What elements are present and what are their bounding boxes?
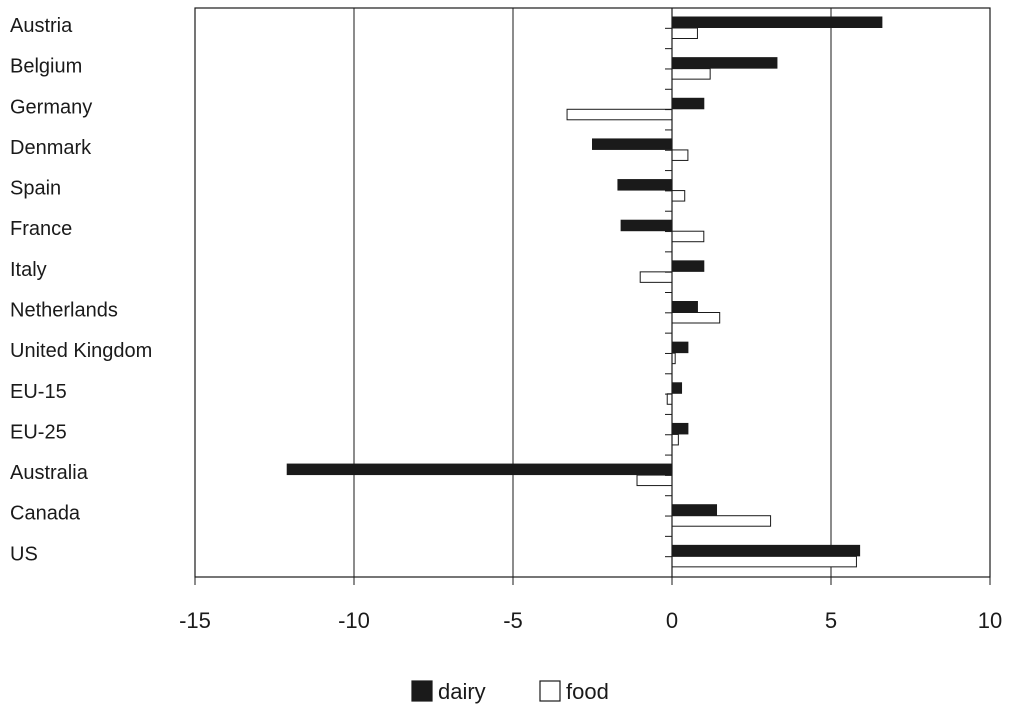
category-label-france: France bbox=[10, 218, 72, 240]
bar-dairy-france bbox=[620, 219, 673, 232]
bar-food-australia bbox=[636, 474, 673, 487]
legend: dairy food bbox=[411, 679, 609, 704]
bar-dairy-canada bbox=[671, 504, 718, 516]
bar-food-france bbox=[671, 230, 705, 243]
bar-food-germany bbox=[566, 108, 673, 121]
legend-swatch-food bbox=[539, 680, 561, 702]
bar-dairy-eu-15 bbox=[671, 382, 683, 394]
bar-food-belgium bbox=[671, 68, 711, 80]
x-tick-labels: -15 -10 -5 0 5 10 bbox=[179, 608, 1002, 633]
bar-food-us bbox=[671, 555, 857, 568]
category-label-eu-25: EU-25 bbox=[10, 421, 67, 443]
category-label-canada: Canada bbox=[10, 503, 81, 525]
bar-food-eu-15 bbox=[666, 393, 673, 405]
category-label-us: US bbox=[10, 543, 38, 565]
bar-dairy-austria bbox=[671, 16, 883, 28]
x-tick-label-5: 5 bbox=[825, 608, 837, 633]
category-label-belgium: Belgium bbox=[10, 56, 82, 78]
legend-swatch-dairy bbox=[411, 680, 433, 702]
grid-lines bbox=[353, 8, 832, 577]
bar-food-denmark bbox=[671, 149, 689, 161]
bar-food-canada bbox=[671, 515, 772, 527]
bar-food-italy bbox=[639, 271, 673, 283]
category-label-netherlands: Netherlands bbox=[10, 300, 118, 322]
category-label-germany: Germany bbox=[10, 96, 92, 118]
bar-dairy-italy bbox=[671, 260, 705, 272]
bar-dairy-eu-25 bbox=[671, 422, 689, 435]
category-label-united-kingdom: United Kingdom bbox=[10, 340, 152, 362]
category-label-spain: Spain bbox=[10, 178, 61, 200]
plot-frame bbox=[194, 7, 991, 578]
x-tick-label-15: -15 bbox=[179, 608, 211, 633]
bar-food-austria bbox=[671, 27, 698, 39]
legend-label-dairy: dairy bbox=[438, 679, 486, 704]
x-tick-label-10: 10 bbox=[978, 608, 1002, 633]
x-tick-label-10: -10 bbox=[338, 608, 370, 633]
bar-dairy-denmark bbox=[592, 138, 673, 150]
category-label-denmark: Denmark bbox=[10, 137, 92, 159]
bar-dairy-germany bbox=[671, 97, 705, 110]
x-tick-label-5: -5 bbox=[503, 608, 523, 633]
legend-label-food: food bbox=[566, 679, 609, 704]
bar-dairy-netherlands bbox=[671, 301, 698, 313]
bar-dairy-australia bbox=[286, 463, 673, 476]
bar-food-spain bbox=[671, 190, 686, 202]
category-label-eu-15: EU-15 bbox=[10, 381, 67, 403]
category-labels: Austria Belgium Germany Denmark Spain France I… bbox=[10, 15, 152, 565]
category-label-australia: Australia bbox=[10, 462, 89, 484]
x-tick-label-0: 0 bbox=[666, 608, 678, 633]
bar-food-netherlands bbox=[671, 312, 721, 324]
category-label-italy: Italy bbox=[10, 259, 47, 281]
bars bbox=[286, 16, 883, 568]
bar-dairy-united-kingdom bbox=[671, 341, 689, 354]
bar-dairy-us bbox=[671, 544, 861, 557]
axes bbox=[194, 7, 991, 585]
category-label-austria: Austria bbox=[10, 15, 73, 37]
bar-dairy-belgium bbox=[671, 57, 778, 69]
bar-dairy-spain bbox=[617, 179, 673, 191]
bar-food-eu-25 bbox=[671, 433, 679, 446]
